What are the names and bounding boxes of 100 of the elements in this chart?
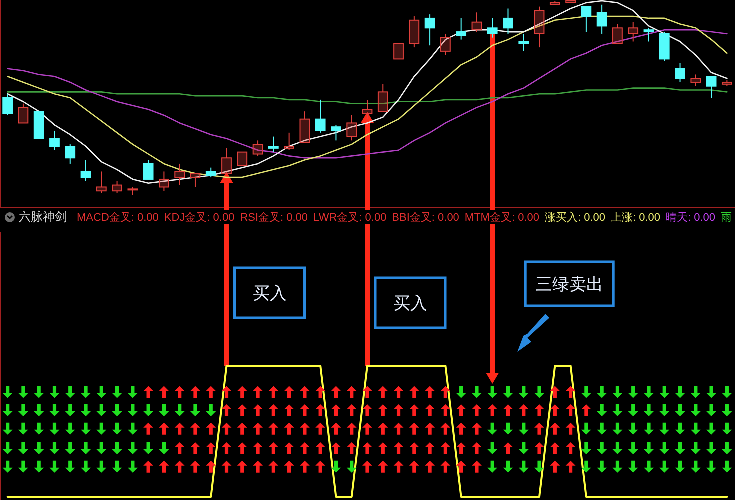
point	[378, 460, 388, 473]
point	[144, 404, 154, 417]
point	[222, 386, 232, 398]
point	[706, 460, 717, 473]
point	[346, 442, 357, 455]
point	[300, 386, 310, 398]
candlestick	[722, 80, 732, 87]
point	[346, 460, 357, 473]
point	[378, 422, 388, 435]
point	[362, 442, 372, 455]
point	[581, 404, 592, 417]
point	[581, 442, 592, 455]
point	[174, 386, 185, 398]
point	[488, 442, 498, 455]
point	[96, 422, 107, 435]
point	[503, 442, 514, 455]
point	[159, 460, 170, 473]
point	[331, 386, 342, 398]
point	[34, 386, 44, 398]
point	[706, 404, 717, 417]
point	[300, 460, 310, 473]
point	[644, 404, 654, 417]
point	[394, 460, 404, 473]
text: RSI金叉: 0.00	[240, 212, 308, 224]
point	[518, 404, 529, 417]
point	[722, 386, 732, 398]
point	[660, 386, 670, 398]
point	[18, 386, 28, 398]
point	[96, 460, 107, 473]
candlestick	[503, 8, 514, 34]
point	[268, 386, 279, 398]
point	[550, 460, 560, 473]
point	[159, 404, 170, 417]
point	[690, 404, 701, 417]
point	[253, 442, 264, 455]
point	[362, 386, 372, 398]
point	[706, 386, 717, 398]
point	[409, 404, 420, 417]
point	[128, 404, 138, 417]
point	[2, 460, 13, 473]
point	[440, 404, 451, 417]
point	[503, 386, 514, 398]
point	[159, 442, 170, 455]
point	[628, 404, 638, 417]
point	[128, 422, 138, 435]
point	[566, 460, 576, 473]
point	[378, 404, 388, 417]
point	[18, 422, 28, 435]
candlestick	[596, 4, 608, 34]
point	[706, 422, 717, 435]
point	[222, 460, 232, 473]
point	[409, 386, 420, 398]
point	[378, 386, 388, 398]
point	[284, 442, 294, 455]
point	[174, 460, 185, 473]
point	[409, 442, 420, 455]
point	[331, 422, 342, 435]
point	[222, 404, 232, 417]
point	[2, 442, 13, 455]
point	[378, 442, 388, 455]
point	[50, 442, 60, 455]
point	[440, 442, 451, 455]
candlestick	[472, 12, 482, 33]
point	[34, 404, 44, 417]
point	[503, 460, 514, 473]
point	[112, 404, 122, 417]
point	[597, 404, 608, 417]
point	[316, 404, 326, 417]
candlestick	[440, 33, 451, 56]
point	[660, 460, 670, 473]
point	[722, 404, 732, 417]
point	[362, 460, 372, 473]
point	[488, 460, 498, 473]
point	[612, 404, 623, 417]
text: 三绿卖出	[536, 275, 604, 294]
point	[18, 442, 28, 455]
point	[503, 422, 514, 435]
point	[660, 404, 670, 417]
point	[440, 386, 451, 398]
point	[316, 460, 326, 473]
point	[612, 422, 623, 435]
point	[237, 422, 248, 435]
point	[597, 422, 608, 435]
point	[644, 442, 654, 455]
point	[706, 442, 717, 455]
point	[362, 422, 372, 435]
point	[690, 422, 701, 435]
point	[456, 386, 466, 398]
candlestick	[159, 171, 170, 192]
point	[425, 460, 436, 473]
candlestick	[284, 132, 294, 151]
point	[346, 386, 357, 398]
point	[722, 460, 732, 473]
point	[65, 386, 76, 398]
point	[346, 422, 357, 435]
point	[65, 442, 76, 455]
point	[472, 386, 482, 398]
text: 买入	[394, 294, 428, 313]
point	[268, 442, 279, 455]
point	[50, 404, 60, 417]
